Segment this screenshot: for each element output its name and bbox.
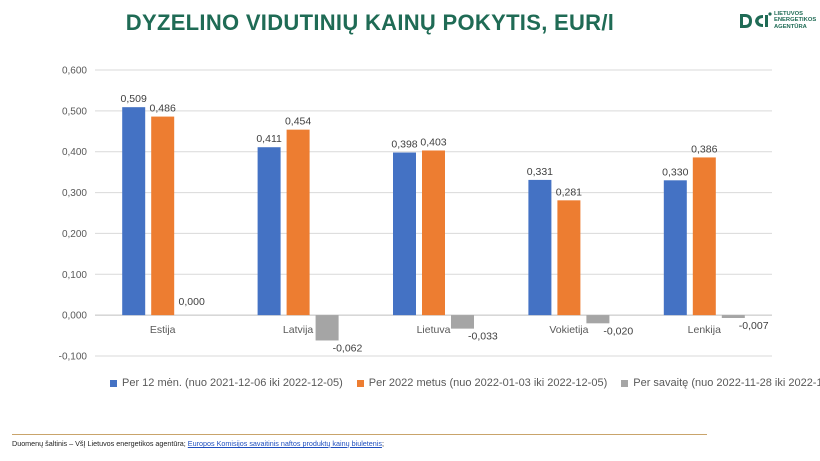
legend-item: Per 2022 metus (nuo 2022-01-03 iki 2022-… <box>356 377 608 389</box>
y-tick-label: -0,100 <box>59 352 88 363</box>
bar <box>151 116 175 316</box>
data-label: 0,398 <box>391 139 417 151</box>
y-tick-label: 0,600 <box>62 66 87 77</box>
lea-logo-mark-icon <box>740 12 772 28</box>
bar <box>451 315 474 329</box>
y-axis-ticks: 0,600 0,500 0,400 0,300 0,200 0,100 0,000 -0,10… <box>59 66 88 363</box>
bar <box>393 152 416 316</box>
data-label: -0,062 <box>333 342 363 354</box>
legend-swatch <box>356 379 364 387</box>
legend: Per 12 mėn. (nuo 2021-12-06 iki 2022-12-… <box>110 377 820 389</box>
data-label: 0,411 <box>256 133 282 145</box>
bars <box>122 107 745 341</box>
data-label: 0,281 <box>556 186 582 198</box>
data-label: -0,033 <box>468 331 498 343</box>
source-prefix: Duomenų šaltinis – VšĮ Lietuvos energeti… <box>12 439 188 448</box>
data-label: 0,331 <box>527 166 553 178</box>
logo-line: AGENTŪRA <box>774 23 807 30</box>
y-tick-label: 0,400 <box>62 147 87 158</box>
bar <box>422 150 445 316</box>
category-label: Latvija <box>283 324 314 336</box>
legend-item: Per 12 mėn. (nuo 2021-12-06 iki 2022-12-… <box>110 377 343 389</box>
legend-swatch <box>110 379 117 387</box>
chart-title: DYZELINO VIDUTINIŲ KAINŲ POKYTIS, EUR/l <box>125 10 615 35</box>
data-label: -0,020 <box>603 325 633 337</box>
category-label: Lietuva <box>417 324 451 336</box>
y-tick-label: 0,300 <box>62 188 87 199</box>
y-tick-label: 0,100 <box>62 270 87 281</box>
legend-label: Per 12 mėn. (nuo 2021-12-06 iki 2022-12-… <box>122 377 343 389</box>
category-labels: Estija Latvija Lietuva Vokietija Lenkija <box>150 324 721 336</box>
legend-label: Per 2022 metus (nuo 2022-01-03 iki 2022-… <box>368 377 608 389</box>
bar <box>122 107 146 316</box>
bar <box>663 180 687 316</box>
source-suffix: ; <box>381 439 384 448</box>
source-link[interactable]: Europos Komisijos savaitinis naftos prod… <box>187 439 382 448</box>
data-label: -0,007 <box>739 320 769 332</box>
legend-label: Per savaitę (nuo 2022-11-28 iki 2022-12-… <box>633 377 820 389</box>
category-label: Lenkija <box>688 324 721 336</box>
bar <box>721 315 745 319</box>
data-label: 0,403 <box>420 136 446 148</box>
y-tick-label: 0,500 <box>62 106 87 117</box>
y-tick-label: 0,200 <box>62 229 87 240</box>
category-label: Vokietija <box>549 324 588 336</box>
legend-item: Per savaitę (nuo 2022-11-28 iki 2022-12-… <box>621 377 820 389</box>
legend-swatch <box>621 379 629 387</box>
source-divider <box>12 434 707 435</box>
source-note: Duomenų šaltinis – VšĮ Lietuvos energeti… <box>12 439 384 448</box>
y-tick-label: 0,000 <box>62 311 87 322</box>
lea-logo: LIETUVOS ENERGETIKOS AGENTŪRA <box>737 10 817 36</box>
lea-logo-text: LIETUVOS ENERGETIKOS AGENTŪRA <box>774 11 816 30</box>
bar <box>286 129 310 316</box>
data-label: 0,386 <box>691 143 717 155</box>
logo-line: ENERGETIKOS <box>774 17 817 24</box>
data-label: 0,000 <box>179 296 205 308</box>
bar <box>557 200 581 316</box>
data-label: 0,509 <box>121 93 147 105</box>
bar <box>692 157 716 316</box>
category-label: Estija <box>150 324 176 336</box>
data-label: 0,330 <box>662 166 688 178</box>
bar <box>528 179 552 316</box>
bar <box>586 315 610 324</box>
bar <box>257 147 281 316</box>
data-label: 0,486 <box>150 103 176 115</box>
data-label: 0,454 <box>285 116 311 128</box>
logo-line: LIETUVOS <box>774 11 803 17</box>
bar <box>315 315 339 341</box>
